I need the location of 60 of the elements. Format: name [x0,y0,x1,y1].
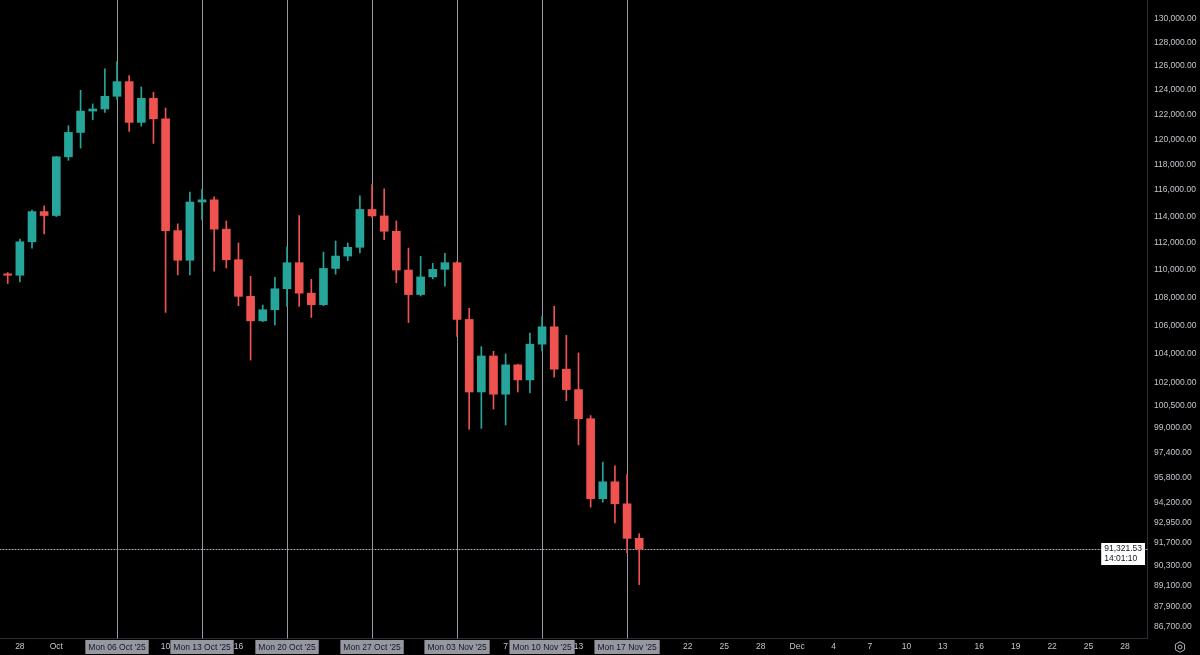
x-tick-label: 25 [1083,641,1094,652]
ref-line-label: Mon 10 Nov '25 [512,641,572,652]
candlestick [3,272,13,284]
y-tick-label: 124,000.00 [1154,84,1197,95]
y-tick-label: 118,000.00 [1154,158,1197,169]
candlestick [367,184,377,218]
y-tick-label: 91,700.00 [1154,537,1193,548]
y-tick-label: 95,800.00 [1154,471,1193,482]
y-tick-label: 112,000.00 [1154,237,1197,248]
y-tick-label: 130,000.00 [1154,13,1197,24]
x-tick-label: 7 [503,641,509,652]
x-tick-label: 13 [938,641,948,652]
y-tick-label: 104,000.00 [1154,348,1197,359]
x-tick-label: 28 [755,641,766,652]
candlestick [197,189,207,221]
x-tick-label: 4 [831,641,837,652]
y-tick-label: 102,000.00 [1154,377,1197,388]
y-tick-label: 120,000.00 [1154,133,1197,144]
x-tick-label: Dec [789,641,806,652]
y-tick-label: 106,000.00 [1154,319,1197,330]
ref-line-label: Mon 27 Oct '25 [343,641,401,652]
x-tick-label: 22 [683,641,693,652]
candlestick [634,533,644,585]
x-tick-label: 28 [1120,641,1130,652]
y-tick-label: 86,700.00 [1154,621,1193,632]
y-tick-label: 97,400.00 [1154,446,1193,457]
ref-line-label: 91,321.53 [1104,543,1143,554]
x-tick-label: Oct [49,641,64,652]
x-tick-label: 10 [901,641,912,652]
x-tick-label: 16 [974,641,985,652]
ref-line-label: Mon 06 Oct '25 [88,641,146,652]
x-tick-label: 16 [233,641,244,652]
candlestick [39,205,49,235]
y-tick-label: 87,900.00 [1154,600,1193,611]
annotation: 14:01:10 [1104,553,1138,564]
y-tick-label: 126,000.00 [1154,60,1197,71]
y-tick-label: 122,000.00 [1154,108,1197,119]
x-tick-label: 10 [160,641,171,652]
y-tick-label: 108,000.00 [1154,291,1197,302]
y-tick-label: 114,000.00 [1154,210,1197,221]
y-tick-label: 92,950.00 [1154,516,1193,527]
x-tick-label: 19 [1010,641,1021,652]
x-tick-label: 28 [15,641,25,652]
ref-line-label: Mon 20 Oct '25 [258,641,316,652]
y-tick-label: 110,000.00 [1154,264,1197,275]
y-tick-label: 89,100.00 [1154,580,1193,591]
y-tick-label: 94,200.00 [1154,496,1193,507]
x-tick-label: 7 [867,641,873,652]
ref-line-label: Mon 13 Oct '25 [173,641,231,652]
x-tick-label: 13 [573,641,584,652]
y-tick-label: 99,000.00 [1154,422,1193,433]
y-tick-label: 116,000.00 [1154,184,1197,195]
candlestick [440,253,450,287]
x-tick-label: 25 [719,641,730,652]
y-tick-label: 128,000.00 [1154,36,1197,47]
ref-line-label: Mon 17 Nov '25 [597,641,657,652]
y-tick-label: 100,500.00 [1154,399,1197,410]
x-tick-label: 22 [1047,641,1058,652]
y-tick-label: 90,300.00 [1154,560,1193,571]
ref-line-label: Mon 03 Nov '25 [427,641,487,652]
